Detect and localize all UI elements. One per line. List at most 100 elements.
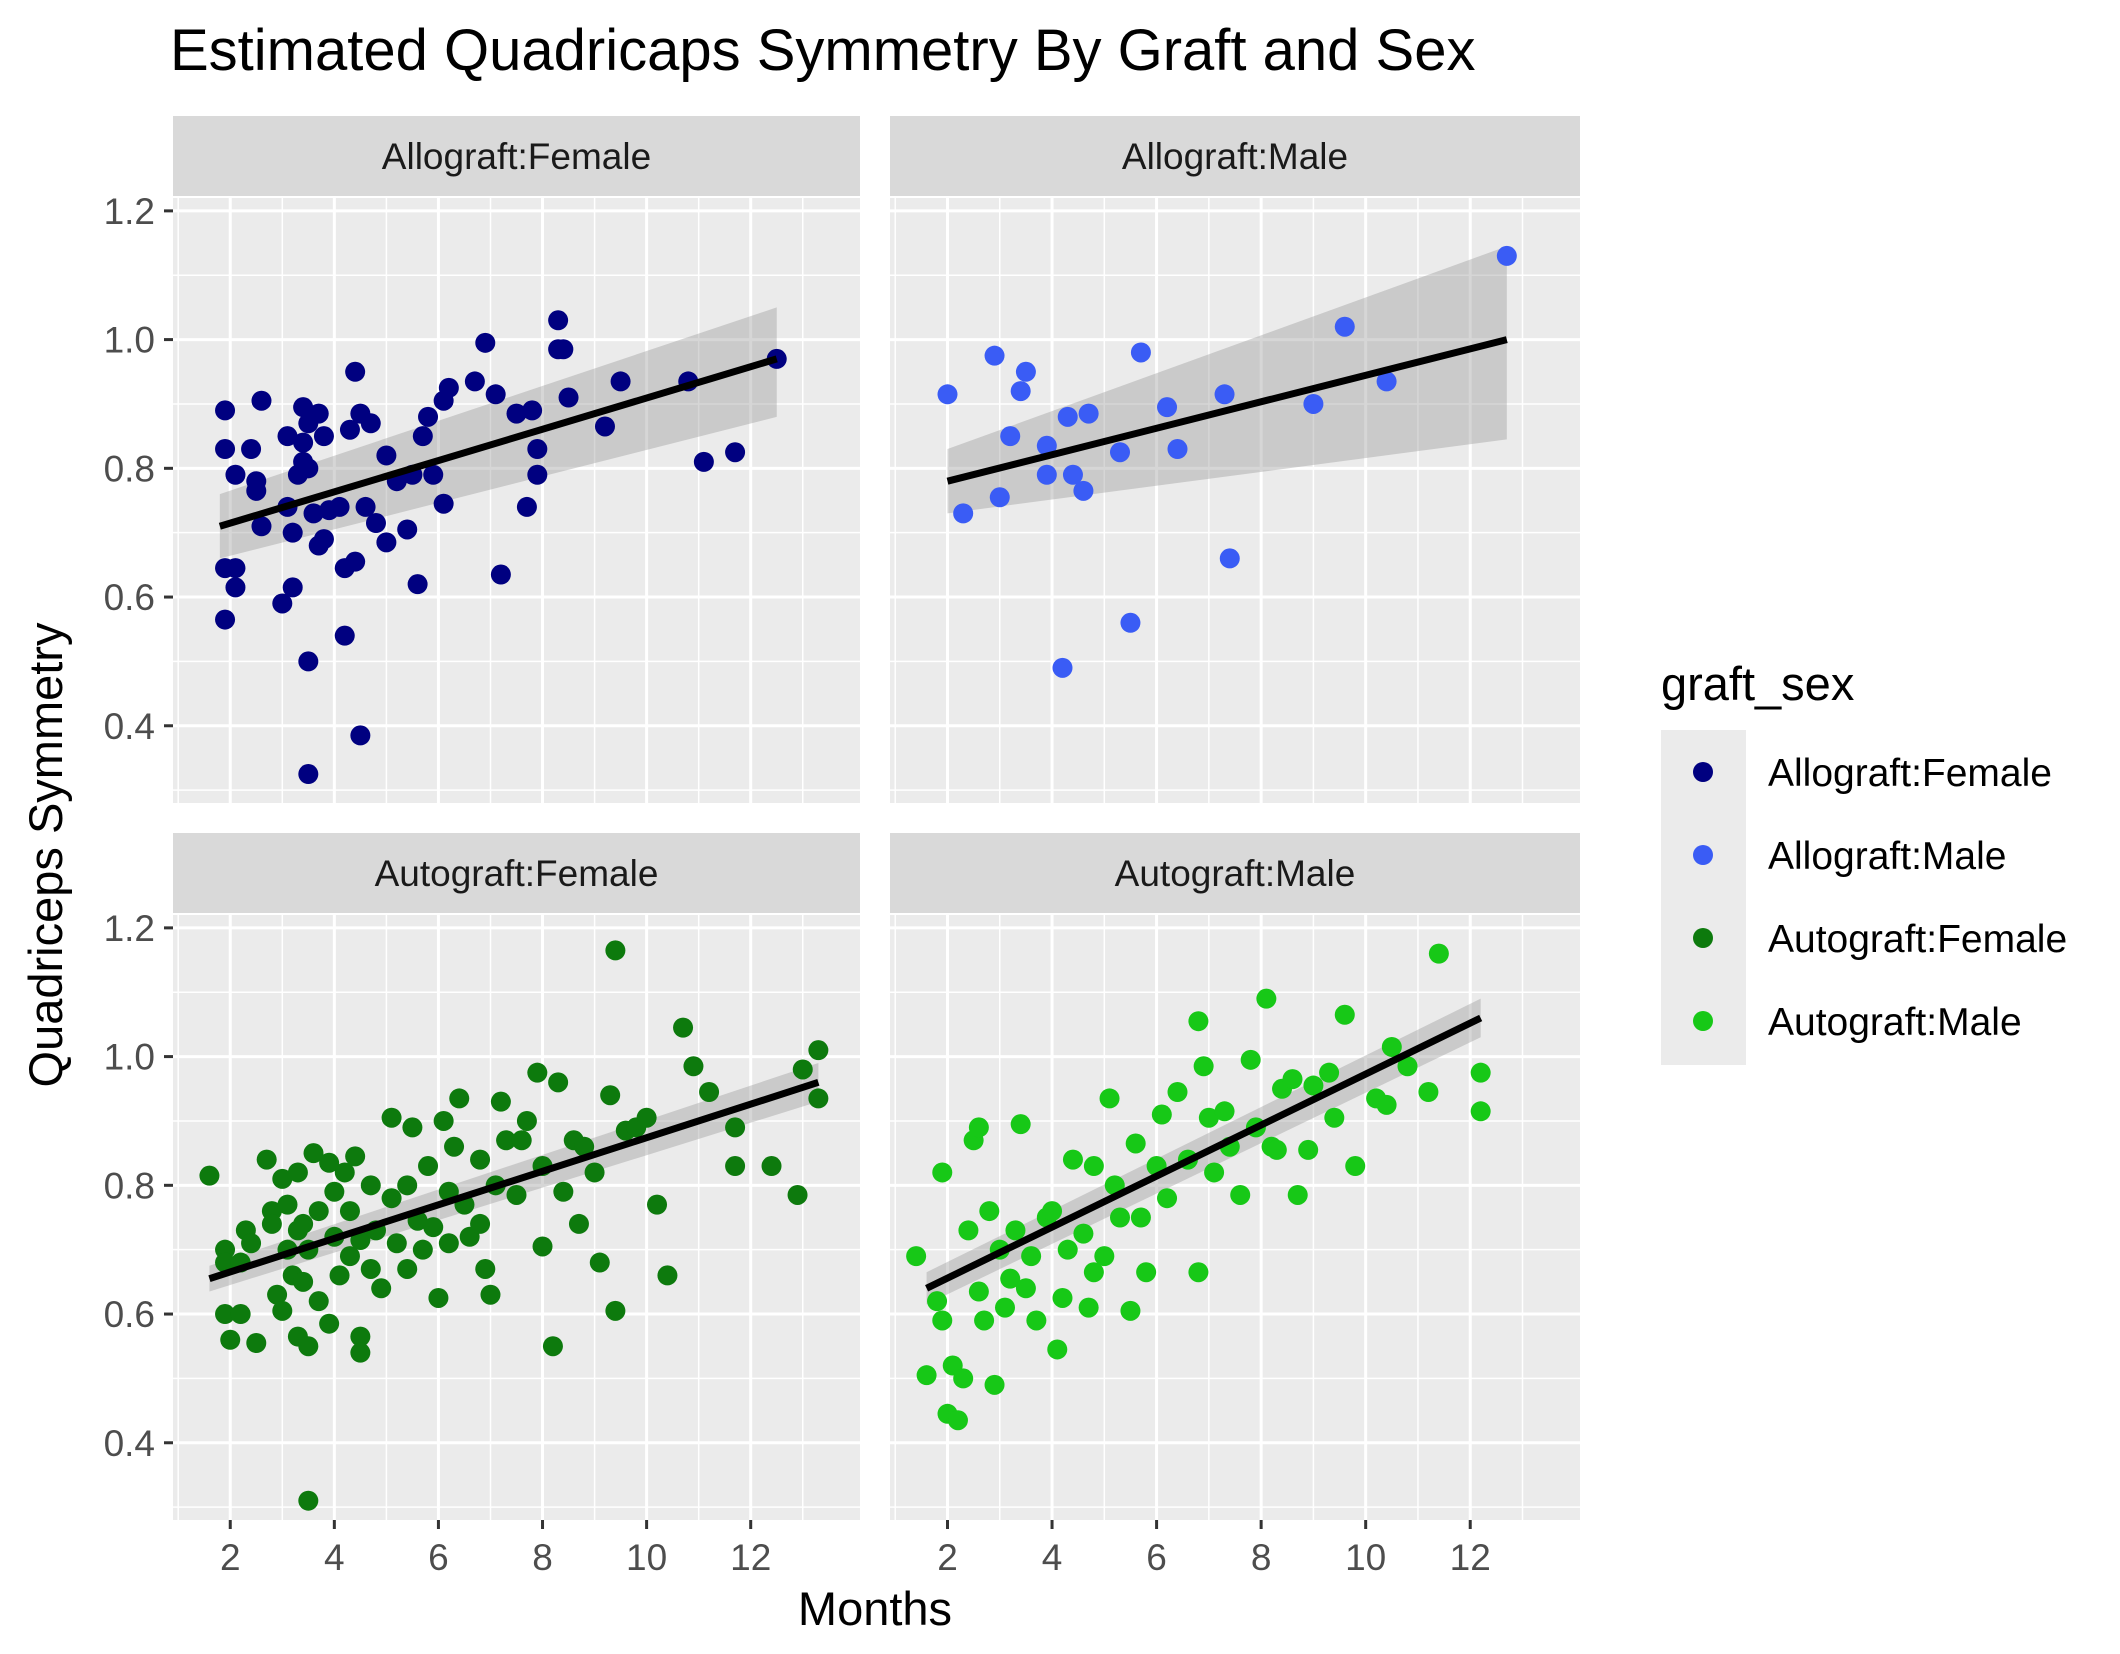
- data-point: [1130, 1207, 1151, 1228]
- data-point: [345, 551, 366, 572]
- data-point: [1036, 435, 1057, 456]
- data-point: [1470, 1101, 1491, 1122]
- data-point: [1256, 988, 1277, 1009]
- data-point: [241, 1233, 262, 1254]
- data-point: [220, 1329, 241, 1350]
- data-point: [303, 1143, 324, 1164]
- facet-panel-0: Allograft:Female 0.4 0.6 0.8 1.0 1.2: [104, 116, 860, 803]
- data-point: [1334, 1004, 1355, 1025]
- data-point: [1073, 480, 1094, 501]
- data-point: [953, 503, 974, 524]
- data-point: [282, 522, 303, 543]
- data-point: [1052, 1287, 1073, 1308]
- data-point: [261, 1213, 282, 1234]
- data-point: [308, 1291, 329, 1312]
- x-tick-label: 2: [220, 1537, 241, 1578]
- data-point: [1167, 1081, 1188, 1102]
- data-point: [1345, 1156, 1366, 1177]
- data-point: [360, 413, 381, 434]
- data-point: [1083, 1262, 1104, 1283]
- data-point: [397, 1175, 418, 1196]
- legend-key-background: [1661, 730, 1746, 1065]
- data-point: [568, 1213, 589, 1234]
- facet-panel-1: Allograft:Male: [890, 116, 1580, 803]
- data-point: [350, 1326, 371, 1347]
- y-tick-label: 0.8: [104, 448, 155, 489]
- legend-title: graft_sex: [1661, 657, 1854, 710]
- data-point: [470, 1149, 491, 1170]
- data-point: [1470, 1062, 1491, 1083]
- data-point: [761, 1156, 782, 1177]
- data-point: [548, 1072, 569, 1093]
- data-point: [397, 1258, 418, 1279]
- data-point: [402, 1117, 423, 1138]
- data-point: [522, 400, 543, 421]
- x-tick-label: 2: [937, 1537, 958, 1578]
- data-point: [511, 1130, 532, 1151]
- data-point: [1136, 1262, 1157, 1283]
- data-point: [527, 464, 548, 485]
- data-point: [548, 310, 569, 331]
- y-tick-label: 1.0: [104, 320, 155, 361]
- data-point: [516, 1110, 537, 1131]
- data-point: [418, 406, 439, 427]
- confidence-band: [219, 307, 777, 559]
- data-point: [1324, 1107, 1345, 1128]
- y-tick-label: 1.2: [104, 191, 155, 232]
- data-point: [1376, 1094, 1397, 1115]
- data-point: [381, 1188, 402, 1209]
- data-point: [470, 1213, 491, 1234]
- x-tick-label: 4: [324, 1537, 345, 1578]
- data-point: [532, 1236, 553, 1257]
- data-point: [1418, 1081, 1439, 1102]
- regression-line: [925, 1014, 1483, 1292]
- data-point: [1167, 439, 1188, 460]
- legend-key: [1693, 928, 1713, 948]
- data-point: [251, 390, 272, 411]
- data-point: [449, 1088, 470, 1109]
- data-point: [277, 1194, 298, 1215]
- data-point: [1099, 1088, 1120, 1109]
- data-point: [605, 940, 626, 961]
- data-point: [974, 1310, 995, 1331]
- facet-strip-label: Autograft:Female: [375, 853, 659, 894]
- data-point: [605, 1300, 626, 1321]
- data-point: [979, 1201, 1000, 1222]
- data-point: [1078, 1297, 1099, 1318]
- data-point: [485, 384, 506, 405]
- data-point: [381, 1107, 402, 1128]
- data-point: [1282, 1069, 1303, 1090]
- data-point: [339, 1246, 360, 1267]
- data-point: [1303, 393, 1324, 414]
- data-point: [1094, 1246, 1115, 1267]
- data-point: [610, 371, 631, 392]
- data-point: [693, 451, 714, 472]
- data-point: [968, 1117, 989, 1138]
- data-point: [947, 1410, 968, 1431]
- data-point: [199, 1165, 220, 1186]
- data-point: [927, 1291, 948, 1312]
- data-point: [1496, 245, 1517, 266]
- data-point: [371, 1278, 392, 1299]
- data-point: [1219, 548, 1240, 569]
- x-tick-label: 10: [1345, 1537, 1386, 1578]
- data-point: [397, 519, 418, 540]
- data-point: [1230, 1184, 1251, 1205]
- data-point: [350, 725, 371, 746]
- data-point: [272, 1168, 293, 1189]
- data-point: [438, 1233, 459, 1254]
- data-point: [256, 1149, 277, 1170]
- data-point: [1157, 397, 1178, 418]
- data-point: [308, 403, 329, 424]
- data-point: [376, 445, 397, 466]
- data-point: [225, 558, 246, 579]
- data-point: [1151, 1104, 1172, 1125]
- data-point: [1010, 1114, 1031, 1135]
- data-point: [350, 1342, 371, 1363]
- data-point: [360, 1258, 381, 1279]
- data-point: [475, 332, 496, 353]
- data-point: [407, 574, 428, 595]
- y-tick-label: 0.6: [104, 1294, 155, 1335]
- data-point: [1214, 1101, 1235, 1122]
